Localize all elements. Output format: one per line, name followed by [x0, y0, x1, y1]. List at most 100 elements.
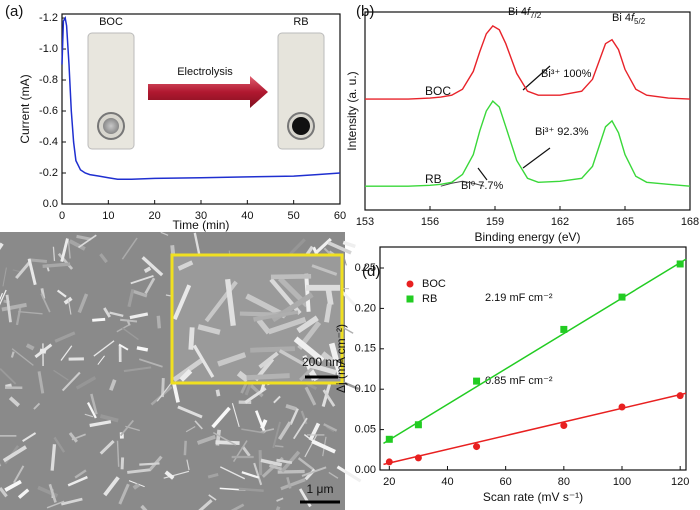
sem-flake	[141, 256, 164, 277]
sem-flake	[60, 238, 69, 262]
sem-flake	[89, 420, 112, 428]
sem-flake	[274, 445, 284, 448]
sem-flake	[140, 504, 148, 510]
annotation-text: Bi 4	[612, 12, 631, 24]
sem-flake	[163, 470, 190, 479]
y-tick-label: 0.00	[355, 464, 376, 476]
sem-flake	[67, 240, 71, 259]
sem-flake	[84, 413, 94, 418]
inset-flake	[197, 324, 221, 335]
point	[560, 422, 568, 430]
sem-flake	[42, 262, 71, 269]
sem-flake	[2, 267, 7, 287]
peak-annotation: Bi⁰ 7.7%	[461, 180, 504, 192]
sem-flake	[208, 494, 217, 501]
sem-flake	[60, 497, 83, 506]
sem-flake	[269, 464, 283, 471]
sem-flake	[177, 405, 203, 419]
inset-flake	[179, 369, 193, 382]
sem-flake	[123, 366, 152, 373]
legend-symbol	[406, 280, 414, 288]
y-tick-label: -0.8	[39, 74, 58, 86]
sem-flake	[207, 473, 219, 479]
inset-flake	[270, 274, 312, 280]
sem-flake	[53, 369, 69, 381]
sem-flake	[258, 450, 263, 476]
sem-image	[0, 231, 362, 510]
sem-flake	[322, 389, 336, 407]
series-label: BOC	[425, 84, 451, 98]
sem-flake	[311, 439, 336, 454]
peak-annotation: Bi³⁺ 92.3%	[535, 126, 589, 138]
sem-flake	[99, 439, 115, 455]
y-tick-label: -0.4	[39, 136, 58, 148]
point	[676, 392, 684, 400]
y-axis-label: Intensity (a. u.)	[345, 71, 359, 150]
annotation-sub: 5/2	[634, 17, 646, 26]
sem-flake	[109, 379, 117, 391]
sem-flake	[0, 289, 7, 306]
sem-flake	[308, 422, 321, 442]
inset-flake	[278, 349, 307, 367]
sem-flake	[253, 462, 263, 486]
sem-flake	[0, 486, 8, 498]
sem-flake	[75, 376, 97, 390]
sem-flake	[343, 381, 360, 391]
inset-flake	[177, 260, 194, 271]
point	[414, 421, 422, 429]
sem-flake	[0, 292, 3, 301]
sem-flake	[121, 327, 139, 341]
sem-flake	[120, 457, 125, 470]
sem-flake	[17, 488, 30, 499]
inset-flake	[172, 284, 192, 320]
sem-flake	[304, 386, 317, 406]
plot-frame	[364, 11, 691, 211]
sem-flake	[248, 382, 264, 398]
point	[385, 458, 393, 466]
inset-flake	[224, 278, 236, 326]
sem-flake	[121, 237, 138, 260]
point	[473, 443, 481, 451]
y-tick-label: 0.20	[355, 302, 376, 314]
sem-flake	[18, 310, 43, 315]
sem-flake	[130, 274, 154, 285]
point	[414, 454, 422, 462]
x-tick-label: 10	[102, 210, 114, 222]
arrow-line	[522, 65, 551, 91]
sem-flake	[77, 293, 89, 314]
slope-label: 0.85 mF cm⁻²	[485, 375, 553, 387]
sem-flake	[143, 266, 152, 273]
sem-flake	[68, 432, 78, 443]
sem-flake	[280, 478, 306, 491]
sem-flake	[50, 444, 57, 471]
x-tick-label: 40	[241, 210, 253, 222]
y-tick-label: -1.0	[39, 43, 58, 55]
point	[385, 435, 393, 443]
sem-flake	[54, 331, 76, 343]
sem-flake	[2, 445, 27, 463]
inset-flake	[324, 303, 332, 323]
inset-flake	[267, 316, 307, 335]
inset-flake	[246, 373, 290, 381]
point	[473, 377, 481, 385]
inset-label: BOC	[99, 16, 123, 28]
sem-flake	[90, 393, 98, 415]
legend-label: BOC	[422, 278, 446, 290]
sem-flake	[52, 246, 56, 262]
y-tick-label: -1.2	[39, 12, 58, 24]
point	[676, 260, 684, 268]
x-tick-label: 153	[356, 216, 374, 228]
scale-bar-label: 1 μm	[307, 482, 334, 496]
sem-flake	[289, 408, 299, 425]
x-tick-label: 162	[551, 216, 569, 228]
inset-flake	[250, 346, 295, 353]
sem-flake	[118, 343, 129, 351]
y-tick-label: -0.6	[39, 105, 58, 117]
electrode-boc-center	[103, 118, 119, 134]
x-axis-label: Scan rate (mV s⁻¹)	[483, 490, 583, 504]
sem-flake	[131, 289, 148, 298]
inset-flake	[299, 366, 314, 382]
annotation-italic: f	[631, 12, 635, 24]
sem-flake	[277, 469, 305, 474]
y-tick-label: 0.10	[355, 383, 376, 395]
